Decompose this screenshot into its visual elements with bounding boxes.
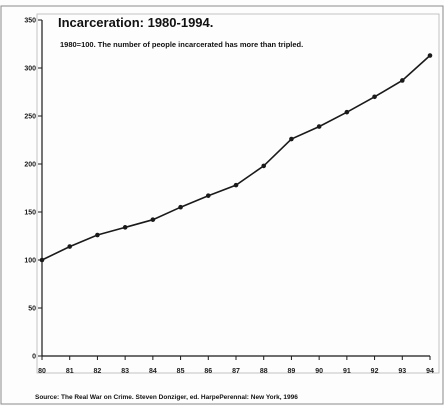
chart-source: Source: The Real War on Crime. Steven Do…: [35, 394, 298, 401]
x-tick-label: 91: [343, 368, 351, 375]
x-tick-label: 86: [204, 368, 212, 375]
y-tick-label: 200: [24, 162, 36, 169]
x-tick-label: 81: [66, 368, 74, 375]
data-point: [67, 244, 73, 249]
data-point: [344, 109, 350, 115]
data-point: [178, 204, 183, 210]
data-point: [372, 94, 377, 100]
x-tick-label: 87: [232, 368, 240, 375]
y-tick-label: 300: [24, 66, 36, 73]
data-point: [205, 193, 211, 198]
chart-frame: [0, 5, 444, 405]
x-tick-label: 90: [315, 368, 323, 375]
series-points: [39, 53, 433, 263]
x-tick-label: 92: [371, 368, 379, 375]
x-tick-label: 85: [177, 368, 185, 375]
data-point: [39, 257, 45, 263]
x-tick-label: 84: [149, 368, 157, 375]
data-point: [233, 182, 239, 188]
x-tick-label: 93: [398, 368, 406, 375]
chart-title: Incarceration: 1980-1994.: [58, 15, 213, 30]
y-tick-label: 250: [24, 114, 36, 121]
x-tick-label: 94: [426, 368, 434, 375]
plot-area-border: [36, 13, 440, 374]
data-point: [150, 217, 156, 222]
data-point: [261, 163, 267, 169]
x-tick-label: 80: [38, 368, 46, 375]
y-tick-label: 350: [24, 18, 36, 25]
y-tick-label: 150: [24, 210, 36, 217]
y-axis-ticks: 0 50 100 150 200 250 300 350: [24, 18, 42, 361]
data-point: [122, 225, 128, 230]
x-tick-label: 82: [94, 368, 102, 375]
data-point: [95, 232, 100, 238]
x-tick-label: 83: [121, 368, 129, 375]
data-point: [289, 136, 294, 142]
x-axis-ticks: 80 81 82 83 84 85 86 87 88 89 90 91 92 93 94: [38, 356, 434, 375]
x-tick-label: 89: [288, 368, 296, 375]
series-line: [41, 54, 431, 261]
data-point: [316, 124, 322, 129]
chart-subtitle: 1980=100. The number of people incarcera…: [60, 40, 303, 49]
data-point: [399, 78, 405, 83]
y-tick-label: 50: [28, 306, 36, 313]
y-tick-label: 100: [24, 258, 36, 265]
x-tick-label: 88: [260, 368, 268, 375]
data-point: [427, 53, 433, 58]
y-tick-label: 0: [32, 354, 36, 361]
